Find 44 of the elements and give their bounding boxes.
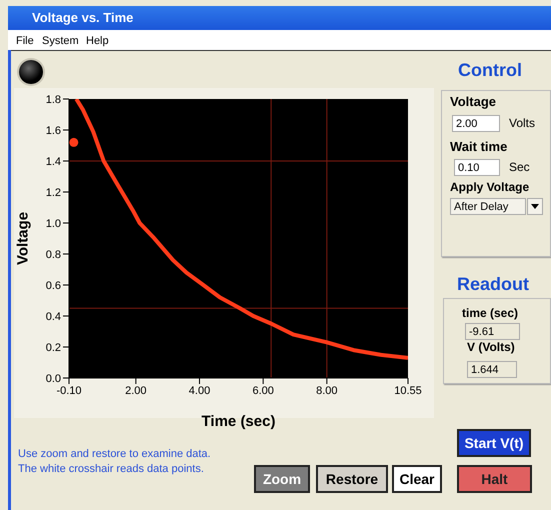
y-tick-label: 1.2 [46, 186, 61, 199]
y-tick-label: 0.2 [46, 342, 61, 354]
y-axis-title: Voltage [14, 212, 32, 266]
text: Halt [457, 465, 532, 493]
y-tick-label: 1.6 [46, 124, 61, 137]
text: 1.644 [467, 361, 517, 378]
text: Restore [316, 465, 388, 493]
text: Control [458, 60, 522, 81]
x-tick-label: 2.00 [125, 384, 147, 397]
y-tick-label: 1.0 [46, 218, 61, 230]
text: Readout [457, 274, 529, 295]
y-tick-label: 0.0 [46, 372, 61, 385]
text: Voltage [450, 94, 496, 109]
y-tick-label: 0.6 [46, 280, 61, 292]
x-tick-label: 8.00 [316, 384, 338, 397]
y-tick-label: 0.4 [46, 310, 61, 323]
text: After Delay [450, 198, 526, 215]
text: time (sec) [462, 306, 518, 320]
y-tick-label: 0.8 [46, 248, 61, 261]
x-axis-title: Time (sec) [202, 413, 276, 430]
x-tick-label: 6.00 [252, 384, 274, 397]
text: Help [86, 35, 109, 47]
text: Wait time [450, 139, 508, 154]
line-series [74, 99, 408, 360]
text: 2.00 [452, 115, 500, 132]
text: Clear [392, 465, 442, 493]
text: Apply Voltage [450, 180, 530, 194]
x-tick-label: 4.00 [188, 384, 210, 397]
text: -9.61 [465, 323, 520, 340]
text: Volts [509, 116, 536, 130]
y-tick-label: 1.4 [46, 156, 61, 168]
chart-title: Voltage vs. Time [32, 10, 134, 25]
text: System [42, 35, 79, 47]
y-tick-label: 1.8 [46, 94, 61, 106]
text: 0.10 [454, 159, 500, 176]
text: Start V(t) [457, 429, 531, 457]
x-tick-label: -0.10 [56, 384, 82, 397]
text: Use zoom and restore to examine data. [18, 448, 211, 460]
text: V (Volts) [467, 340, 515, 354]
text: File [16, 35, 34, 47]
text: Zoom [254, 465, 310, 493]
text: The white crosshair reads data points. [18, 463, 204, 475]
text: Sec [509, 160, 530, 174]
x-tick-label: 10.55 [394, 384, 422, 397]
